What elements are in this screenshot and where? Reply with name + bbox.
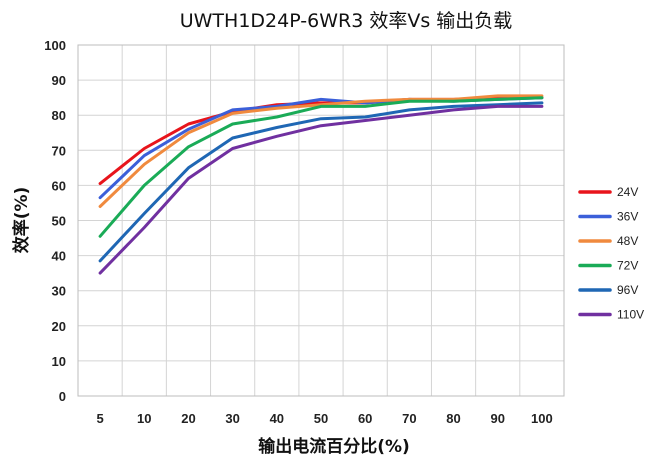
legend: 24V 36V 48V 72V 96V 110V xyxy=(578,185,644,322)
series-line-72V xyxy=(98,96,544,238)
legend-label-110V: 110V xyxy=(617,308,644,322)
y-tick-label: 10 xyxy=(52,354,66,369)
x-tick-label: 70 xyxy=(402,411,416,426)
y-tick-label: 90 xyxy=(52,73,66,88)
x-tick-label: 10 xyxy=(137,411,151,426)
x-axis-ticks: 5 10 20 30 40 50 60 70 80 90 100 xyxy=(96,411,552,426)
series-line-110V xyxy=(98,104,544,275)
series-lines xyxy=(98,94,544,275)
x-tick-label: 20 xyxy=(181,411,195,426)
x-tick-label: 80 xyxy=(446,411,460,426)
x-tick-label: 100 xyxy=(531,411,553,426)
x-axis-label: 输出电流百分比(%) xyxy=(258,436,410,457)
y-tick-label: 40 xyxy=(52,249,66,264)
y-axis-ticks: 0 10 20 30 40 50 60 70 80 90 100 xyxy=(44,38,66,404)
y-tick-label: 30 xyxy=(52,284,66,299)
x-tick-label: 50 xyxy=(314,411,328,426)
y-tick-label: 20 xyxy=(52,319,66,334)
y-tick-label: 0 xyxy=(59,389,66,404)
y-tick-label: 70 xyxy=(52,143,66,158)
legend-label-96V: 96V xyxy=(617,283,638,297)
x-tick-label: 30 xyxy=(225,411,239,426)
x-tick-label: 40 xyxy=(270,411,284,426)
series-line-96V xyxy=(98,101,544,263)
x-tick-label: 90 xyxy=(490,411,504,426)
legend-label-36V: 36V xyxy=(617,210,638,224)
grid xyxy=(77,44,565,397)
y-tick-label: 80 xyxy=(52,108,66,123)
chart-title: UWTH1D24P-6WR3 效率Vs 输出负载 xyxy=(180,10,513,32)
y-axis-label: 效率(%) xyxy=(11,187,32,254)
plot-frame xyxy=(77,44,565,397)
legend-label-48V: 48V xyxy=(617,234,638,248)
x-tick-label: 5 xyxy=(96,411,103,426)
y-tick-label: 100 xyxy=(44,38,66,53)
y-tick-label: 50 xyxy=(52,214,66,229)
legend-label-24V: 24V xyxy=(617,185,638,199)
legend-label-72V: 72V xyxy=(617,259,638,273)
series-line-48V xyxy=(98,94,544,208)
y-tick-label: 60 xyxy=(52,178,66,193)
x-tick-label: 60 xyxy=(358,411,372,426)
